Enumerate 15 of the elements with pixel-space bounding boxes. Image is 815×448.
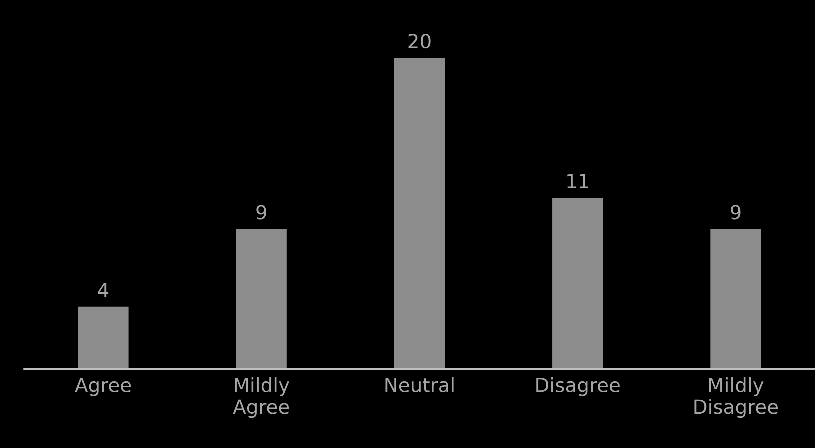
bar (552, 198, 604, 370)
x-tick-label: Mildly Disagree (694, 377, 778, 418)
bar (78, 306, 129, 370)
data-label: 20 (408, 34, 431, 49)
x-tick-label: Neutral (386, 377, 454, 393)
data-label: 9 (730, 205, 741, 220)
data-label: 4 (98, 283, 109, 298)
bar (236, 229, 287, 370)
x-tick-label: Disagree (536, 377, 620, 396)
x-tick-label: Mildly Agree (233, 377, 290, 418)
data-label: 11 (568, 174, 588, 188)
data-label: 9 (256, 205, 266, 220)
x-tick-label: Agree (75, 378, 132, 396)
bar (710, 229, 762, 370)
bar (394, 58, 446, 370)
